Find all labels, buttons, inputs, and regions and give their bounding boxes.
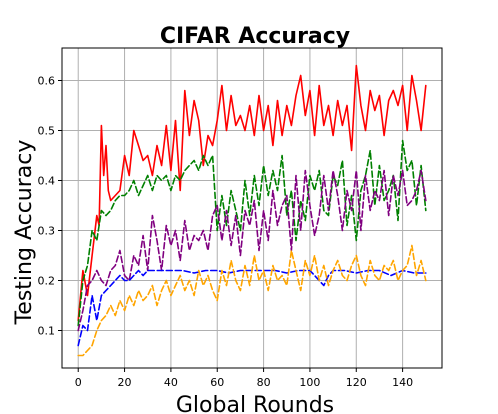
x-tick-label: 80	[257, 376, 271, 389]
y-tick-label: 0.6	[38, 75, 56, 88]
y-tick-label: 0.2	[38, 275, 56, 288]
x-axis-label: Global Rounds	[176, 393, 334, 414]
series-line-4	[77, 269, 427, 347]
x-axis: 0 20 40 60 80 100 120 140	[75, 368, 413, 389]
y-tick-label: 0.1	[38, 325, 56, 338]
series-line-1	[77, 64, 427, 322]
y-axis: 0.1 0.2 0.3 0.4 0.5 0.6	[38, 75, 62, 338]
x-tick-label: 140	[392, 376, 413, 389]
series-line-5	[77, 244, 427, 357]
x-tick-label: 20	[118, 376, 132, 389]
plot-frame	[61, 47, 443, 369]
x-tick-label: 60	[210, 376, 224, 389]
x-tick-label: 0	[75, 376, 82, 389]
x-tick-label: 100	[299, 376, 320, 389]
series-line-3	[77, 169, 427, 332]
y-tick-label: 0.4	[38, 175, 56, 188]
series-group	[77, 64, 427, 357]
y-tick-label: 0.5	[38, 125, 56, 138]
y-axis-label: Testing Accuracy	[12, 140, 37, 326]
series-line-2	[77, 139, 427, 327]
y-tick-label: 0.3	[38, 225, 56, 238]
x-tick-label: 120	[346, 376, 367, 389]
x-tick-label: 40	[164, 376, 178, 389]
grid	[62, 48, 442, 368]
chart-title: CIFAR Accuracy	[160, 24, 350, 49]
